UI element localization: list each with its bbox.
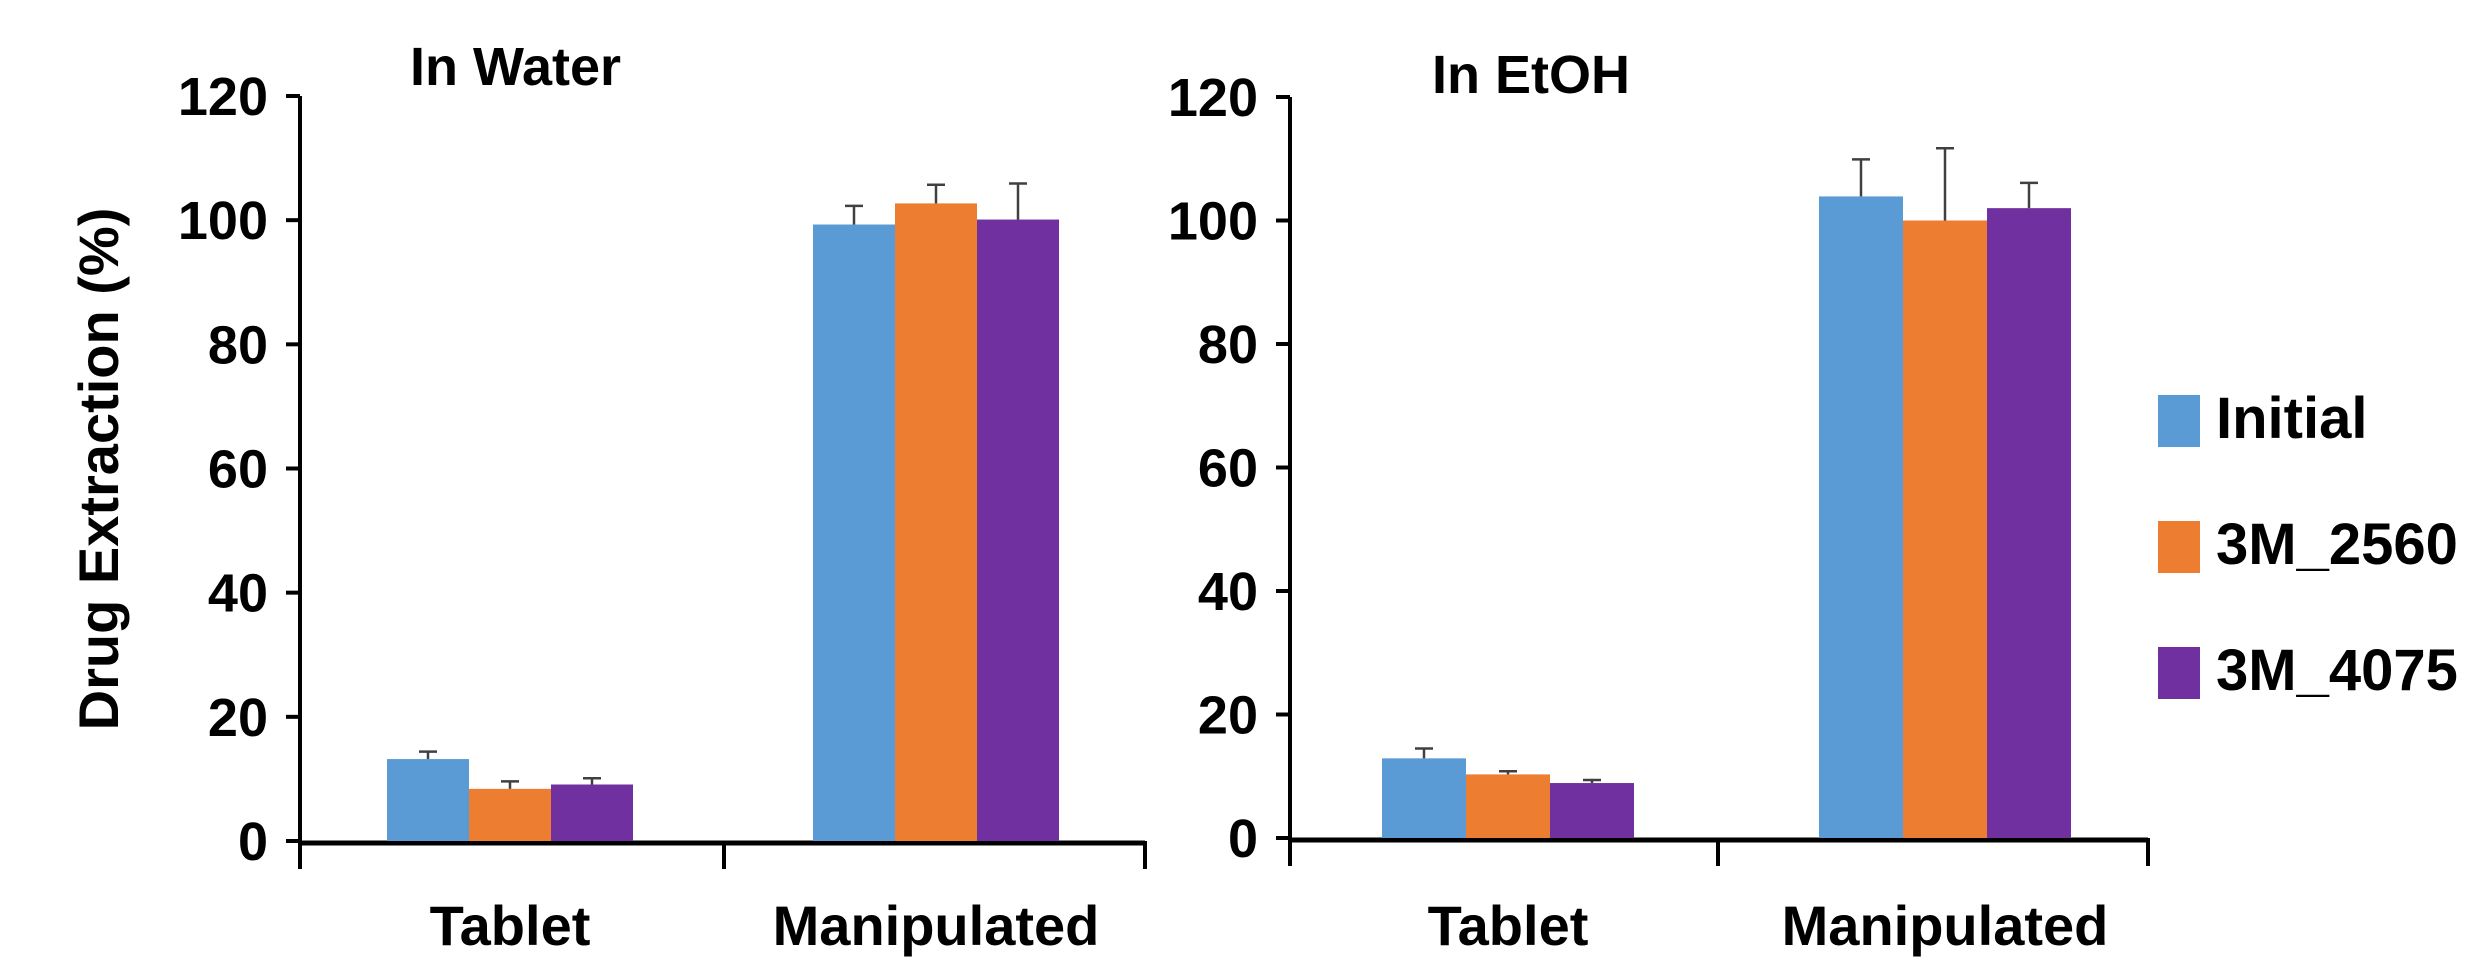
bar xyxy=(813,224,895,841)
bar xyxy=(1466,774,1550,838)
y-tick-label: 40 xyxy=(1198,562,1258,622)
bar xyxy=(1550,783,1634,838)
chart-title: In EtOH xyxy=(1432,45,1630,105)
y-axis-label: Drug Extraction (%) xyxy=(67,208,130,731)
y-tick-label: 60 xyxy=(208,440,268,500)
legend-swatch xyxy=(2158,521,2200,573)
x-category-label: Tablet xyxy=(1428,894,1589,957)
legend-swatch xyxy=(2158,647,2200,699)
legend-swatch xyxy=(2158,395,2200,447)
y-tick-label: 100 xyxy=(178,191,268,251)
bar xyxy=(1987,208,2071,838)
bar xyxy=(469,788,551,841)
legend-label: 3M_2560 xyxy=(2216,512,2458,577)
legend: Initial 3M_2560 3M_4075 xyxy=(2158,386,2458,703)
bar xyxy=(1819,196,1903,839)
x-category-label: Tablet xyxy=(430,894,591,957)
bar xyxy=(1903,220,1987,838)
bar xyxy=(977,219,1059,841)
legend-label: 3M_4075 xyxy=(2216,638,2458,703)
y-tick-label: 80 xyxy=(1198,315,1258,375)
legend-label: Initial xyxy=(2216,386,2367,451)
chart-in-etoh: In EtOH 0 20 40 60 80 100 120 Tablet Manipulated xyxy=(1168,45,2150,957)
bar xyxy=(895,203,977,841)
chart-title: In Water xyxy=(410,37,621,97)
bar xyxy=(387,759,469,841)
x-category-label: Manipulated xyxy=(773,894,1100,957)
y-tick-label: 120 xyxy=(178,67,268,127)
y-tick-label: 0 xyxy=(238,812,268,872)
y-tick-label: 60 xyxy=(1198,439,1258,499)
y-tick-label: 20 xyxy=(1198,686,1258,746)
bar xyxy=(1382,758,1466,838)
y-tick-label: 100 xyxy=(1168,192,1258,252)
x-category-label: Manipulated xyxy=(1782,894,2109,957)
bar xyxy=(551,784,633,841)
y-tick-label: 120 xyxy=(1168,68,1258,128)
y-tick-label: 0 xyxy=(1228,809,1258,869)
y-tick-label: 20 xyxy=(208,688,268,748)
chart-in-water: In Water Drug Extraction (%) 0 20 40 60 80 100 1… xyxy=(67,37,1147,957)
y-tick-label: 80 xyxy=(208,315,268,375)
y-tick-label: 40 xyxy=(208,564,268,624)
